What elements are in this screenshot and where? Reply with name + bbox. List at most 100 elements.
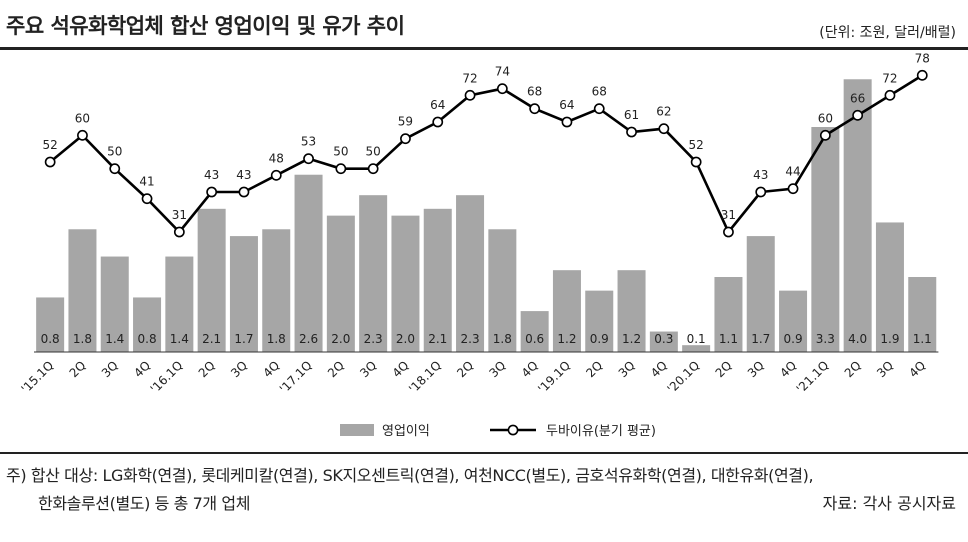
oil-value-label-4: 31	[172, 208, 187, 222]
bar-11	[391, 215, 420, 352]
bar-value-label-15: 0.6	[525, 332, 544, 346]
bar-value-label-5: 2.1	[202, 332, 221, 346]
x-tick-label-16: '19.1Q	[535, 358, 573, 396]
bar-8	[294, 174, 323, 352]
bar-14	[488, 229, 517, 352]
bar-value-label-11: 2.0	[396, 332, 415, 346]
oil-value-label-10: 50	[366, 145, 381, 159]
bar-value-label-6: 1.7	[234, 332, 253, 346]
oil-value-label-20: 52	[689, 138, 704, 152]
oil-point-25	[852, 109, 864, 121]
oil-value-label-26: 72	[882, 71, 897, 85]
footnote-line-2: 한화솔루션(별도) 등 총 7개 업체	[38, 494, 251, 513]
oil-point-19	[658, 123, 670, 135]
oil-point-17	[593, 103, 605, 115]
oil-point-0	[44, 156, 56, 168]
legend-bar-swatch	[340, 424, 374, 436]
oil-point-5	[206, 186, 218, 198]
bar-10	[359, 195, 388, 352]
bar-value-label-12: 2.1	[428, 332, 447, 346]
oil-point-18	[626, 126, 637, 138]
bar-value-label-22: 1.7	[751, 332, 770, 346]
oil-value-label-1: 60	[75, 111, 90, 125]
x-tick-label-21: 2Q	[713, 358, 735, 380]
footnote-line-1: 주) 합산 대상: LG화학(연결), 롯데케미칼(연결), SK지오센트릭(연…	[6, 466, 814, 485]
source-label: 자료: 각사 공시자료	[822, 494, 956, 513]
bar-value-label-1: 1.8	[73, 332, 92, 346]
oil-value-label-15: 68	[527, 85, 542, 99]
bar-6	[229, 236, 258, 352]
bar-value-label-18: 1.2	[622, 332, 641, 346]
oil-value-label-17: 68	[592, 85, 607, 99]
oil-price-line	[49, 74, 923, 235]
bar-value-label-14: 1.8	[493, 332, 512, 346]
legend-line-marker	[507, 424, 519, 436]
oil-point-7	[270, 169, 282, 181]
oil-point-9	[335, 163, 347, 175]
bar-18	[617, 270, 646, 352]
bar-17	[585, 290, 614, 352]
x-tick-label-12: '18.1Q	[406, 358, 444, 396]
oil-point-10	[367, 163, 379, 175]
oil-value-label-9: 50	[333, 145, 348, 159]
bar-value-label-10: 2.3	[364, 332, 383, 346]
x-tick-label-19: 4Q	[648, 358, 670, 380]
oil-value-label-14: 74	[495, 65, 510, 79]
legend-bar-label: 영업이익	[382, 424, 430, 439]
oil-point-15	[529, 103, 541, 115]
bar-value-label-7: 1.8	[267, 332, 286, 346]
oil-value-label-3: 41	[139, 175, 154, 189]
oil-value-label-19: 62	[656, 105, 671, 119]
bar-1	[68, 229, 97, 352]
bar-3	[133, 297, 162, 352]
x-tick-label-2: 3Q	[99, 358, 121, 380]
oil-point-27	[916, 69, 928, 81]
oil-value-label-21: 31	[721, 208, 736, 222]
bar-value-label-3: 0.8	[138, 332, 157, 346]
oil-point-1	[77, 129, 88, 141]
x-tick-label-10: 3Q	[357, 358, 379, 380]
chart-canvas: 0.8 1.8 1.4 0.8 1.4 2.1 1.7 1.8 2.6 2.0 2.3 2.0 2.1 2…	[18, 51, 939, 439]
x-tick-label-3: 4Q	[131, 358, 153, 380]
oil-point-4	[173, 226, 185, 238]
bar-value-label-0: 0.8	[41, 332, 60, 346]
oil-point-23	[787, 183, 799, 195]
x-tick-label-5: 2Q	[196, 358, 218, 380]
oil-value-label-16: 64	[559, 98, 574, 112]
x-tick-label-27: 4Q	[906, 358, 928, 380]
x-tick-label-13: 2Q	[454, 358, 476, 380]
oil-value-label-8: 53	[301, 135, 316, 149]
bar-value-label-16: 1.2	[557, 332, 576, 346]
bar-0	[36, 297, 65, 352]
oil-point-2	[109, 163, 121, 175]
bar-26	[875, 222, 904, 352]
bar-value-label-26: 1.9	[880, 332, 899, 346]
oil-value-label-22: 43	[753, 168, 768, 182]
oil-value-label-18: 61	[624, 108, 639, 122]
oil-point-26	[884, 89, 896, 101]
oil-value-label-12: 64	[430, 98, 445, 112]
x-tick-label-23: 4Q	[777, 358, 799, 380]
oil-point-21	[723, 226, 734, 238]
bar-23	[779, 290, 808, 352]
bar-value-label-23: 0.9	[784, 332, 803, 346]
x-tick-label-8: '17.1Q	[277, 358, 315, 396]
bar-value-label-24: 3.3	[816, 332, 835, 346]
legend-line-label: 두바이유(분기 평균)	[546, 424, 656, 439]
bar-value-label-2: 1.4	[105, 332, 124, 346]
bar-20	[682, 345, 711, 352]
bar-2	[100, 256, 129, 352]
bar-value-label-25: 4.0	[848, 332, 867, 346]
oil-value-label-5: 43	[204, 168, 219, 182]
bar-15	[520, 311, 549, 352]
oil-point-13	[464, 89, 476, 101]
bar-value-label-20: 0.1	[687, 332, 706, 346]
oil-point-8	[303, 153, 314, 165]
x-tick-label-6: 3Q	[228, 358, 250, 380]
bar-27	[908, 277, 937, 352]
bar-5	[197, 208, 226, 352]
x-tick-label-11: 4Q	[390, 358, 412, 380]
x-tick-label-4: '16.1Q	[148, 358, 186, 396]
oil-value-label-11: 59	[398, 115, 413, 129]
bar-9	[326, 215, 355, 352]
